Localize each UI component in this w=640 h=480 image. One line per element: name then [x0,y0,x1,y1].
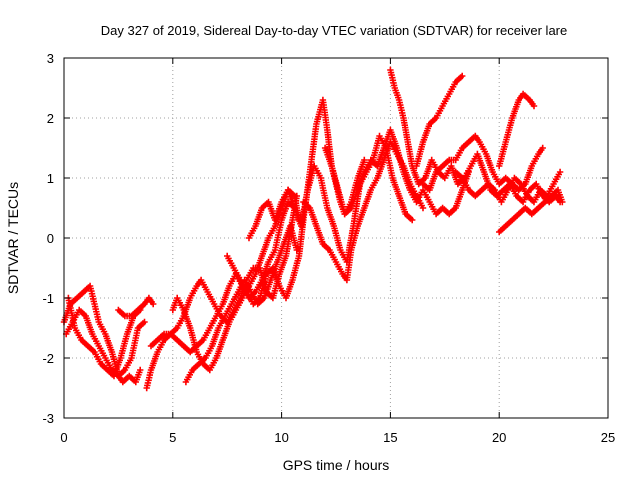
series-markers [169,186,303,374]
y-tick-label: -3 [42,411,54,426]
series-arc-7 [169,186,303,374]
y-axis-label: SDTVAR / TECUs [5,182,21,294]
series-arc-10 [245,132,416,266]
series-markers [321,126,472,218]
series-arc-18 [496,186,566,236]
y-tick-label: -1 [42,291,54,306]
series-markers [496,90,538,170]
series-markers [115,294,157,320]
y-axis-ticks: -3 -2 -1 0 1 2 3 [42,51,608,426]
x-tick-label: 5 [169,430,176,445]
series-arc-8 [182,222,300,386]
series-arc-1 [60,282,144,386]
series-markers [496,186,566,236]
x-axis-ticks: 0 5 10 15 20 25 [60,58,615,445]
series-markers [452,168,564,206]
y-tick-label: 0 [47,231,54,246]
series-arc-16 [452,168,564,206]
y-tick-label: 3 [47,51,54,66]
series-arc-17 [496,90,538,170]
series-markers [245,132,416,266]
data-series [60,66,566,392]
x-tick-label: 0 [60,430,67,445]
y-tick-label: 1 [47,171,54,186]
series-markers [60,282,144,386]
x-tick-label: 10 [274,430,288,445]
series-arc-14 [413,72,466,170]
y-tick-label: 2 [47,111,54,126]
series-markers [413,72,466,170]
chart-title: Day 327 of 2019, Sidereal Day-to-day VTE… [101,23,568,38]
x-tick-label: 15 [383,430,397,445]
x-tick-label: 25 [601,430,615,445]
series-arc-4 [115,294,157,320]
series-arc-12 [321,126,472,218]
x-axis-label: GPS time / hours [283,457,390,473]
series-markers [182,222,300,386]
y-tick-label: -2 [42,351,54,366]
x-tick-label: 20 [492,430,506,445]
